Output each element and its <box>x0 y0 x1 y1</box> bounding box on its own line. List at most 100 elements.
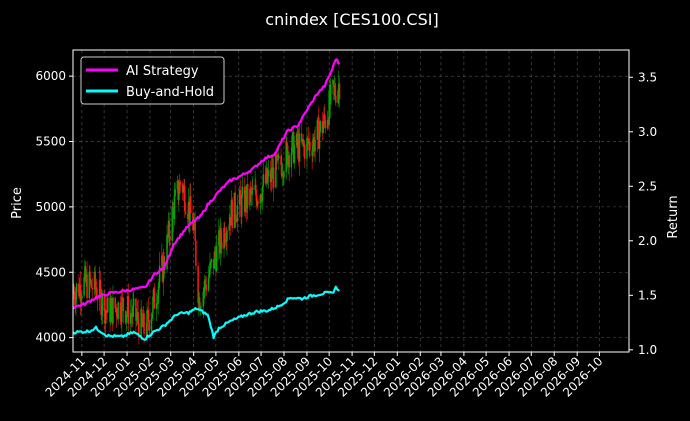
candle-body <box>319 121 322 133</box>
candle-body <box>209 262 212 264</box>
candle-body <box>249 188 252 191</box>
candle-body <box>288 155 290 168</box>
candle-body <box>234 192 236 219</box>
candle-body <box>337 90 339 103</box>
candle-body <box>132 298 135 305</box>
candle-body <box>98 279 101 299</box>
right-tick-label: 1.5 <box>638 288 657 302</box>
candle-body <box>132 304 134 317</box>
candle-body <box>95 287 97 290</box>
candle-body <box>318 132 321 149</box>
candle-body <box>189 196 192 214</box>
candle-body <box>257 201 259 204</box>
candle-body <box>281 164 283 177</box>
candle-body <box>197 265 199 304</box>
candle-body <box>303 144 306 159</box>
candle-body <box>285 141 287 173</box>
candle-body <box>198 297 201 311</box>
candle-body <box>156 303 159 305</box>
candle-body <box>286 141 288 146</box>
candle-body <box>298 133 301 162</box>
candle-body <box>104 293 106 324</box>
candle-body <box>100 288 102 316</box>
candle-body <box>153 288 156 309</box>
left-tick-label: 4500 <box>35 265 66 279</box>
candle-body <box>293 145 296 163</box>
left-tick-label: 5500 <box>35 135 66 149</box>
candle-body <box>210 259 213 263</box>
candle-body <box>95 289 98 299</box>
candle-body <box>209 262 211 275</box>
candle-body <box>152 296 154 314</box>
candle-body <box>178 193 180 200</box>
left-tick-label: 6000 <box>35 69 66 83</box>
legend-label-ai-strategy: AI Strategy <box>126 64 199 79</box>
candle-body <box>75 292 77 305</box>
candle-body <box>114 297 116 309</box>
candle-body <box>307 138 310 145</box>
candle-body <box>249 188 251 206</box>
left-axis-label: Price <box>10 187 25 219</box>
candle-body <box>205 284 208 291</box>
candle-body <box>314 139 316 152</box>
candle-body <box>110 304 112 322</box>
candle-body <box>104 310 107 324</box>
candle-body <box>280 155 282 165</box>
right-tick-label: 2.0 <box>638 234 657 248</box>
candle-body <box>174 189 176 196</box>
candle-body <box>283 172 285 178</box>
candle-body <box>215 245 218 272</box>
candle-body <box>138 323 140 338</box>
candle-body <box>235 221 238 223</box>
candle-body <box>255 195 258 206</box>
series-line-ai-strategy <box>72 58 341 310</box>
candle-body <box>101 310 103 316</box>
candle-body <box>202 291 205 307</box>
candle-body <box>146 310 148 336</box>
candle-body <box>137 312 139 324</box>
candle-body <box>107 297 109 313</box>
legend: AI Strategy Buy-and-Hold <box>80 56 225 105</box>
candle-body <box>91 287 93 290</box>
axes: 2024-112024-122025-012025-022025-032025-… <box>35 69 657 399</box>
candle-body <box>255 184 257 196</box>
legend-label-buy-and-hold: Buy-and-Hold <box>126 85 214 100</box>
candle-body <box>226 230 228 242</box>
candle-body <box>130 312 133 315</box>
right-tick-label: 1.0 <box>638 343 657 357</box>
candle-body <box>246 184 249 206</box>
candle-body <box>334 85 336 96</box>
right-axis-label: Return <box>666 195 681 238</box>
right-tick-label: 2.5 <box>638 179 657 193</box>
candle-body <box>251 187 253 195</box>
candle-body <box>332 80 335 88</box>
candle-body <box>266 168 268 183</box>
candle-body <box>147 310 150 323</box>
candle-body <box>158 265 161 283</box>
candle-body <box>291 135 293 153</box>
candle-body <box>221 242 223 249</box>
candle-body <box>99 279 102 289</box>
candle-body <box>94 271 96 288</box>
price-candles <box>72 70 341 345</box>
candle-body <box>117 302 119 320</box>
right-tick-label: 3.5 <box>638 70 657 84</box>
candle-body <box>290 152 293 168</box>
chart-title: cnindex [CES100.CSI] <box>265 10 438 29</box>
candle-body <box>129 312 132 324</box>
candle-body <box>241 194 243 217</box>
candle-body <box>301 133 303 143</box>
candle-body <box>324 120 327 129</box>
candle-body <box>178 182 181 194</box>
series-lines <box>72 58 341 341</box>
candle-body <box>323 114 326 121</box>
right-tick-label: 3.0 <box>638 125 657 139</box>
candle-body <box>168 220 170 238</box>
candle-body <box>302 138 304 145</box>
candle-body <box>278 155 280 159</box>
candle-body <box>86 274 88 299</box>
candle-body <box>239 190 242 200</box>
candle-body <box>141 309 143 321</box>
candle-body <box>236 205 239 222</box>
